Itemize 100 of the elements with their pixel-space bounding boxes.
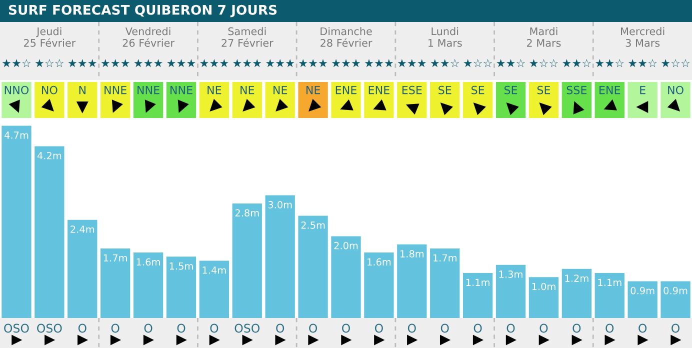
x-tick-label: O xyxy=(309,324,318,333)
text: E xyxy=(640,86,646,94)
text: SE xyxy=(472,86,484,94)
text: ★★★ xyxy=(332,59,360,68)
text: ★★☆ xyxy=(595,59,624,68)
x-tick-label: OSO xyxy=(37,324,62,333)
bar xyxy=(594,273,624,318)
text: ENE xyxy=(600,86,620,94)
x-tick-label: O xyxy=(78,324,86,333)
text: ★★☆ xyxy=(496,59,525,68)
text: ★☆☆ xyxy=(35,59,64,68)
text: ★☆☆ xyxy=(464,59,492,68)
data-label: 1.6m xyxy=(368,258,391,266)
x-tick-label: O xyxy=(572,324,581,333)
text: SE xyxy=(438,86,452,94)
bar xyxy=(562,268,592,318)
chart-title: SURF FORECAST QUIBERON 7 JOURS xyxy=(8,4,277,18)
text: ★★☆ xyxy=(430,59,460,68)
x-tick-label: O xyxy=(111,324,120,333)
text: Jeudi 25 Février xyxy=(24,27,76,47)
text: NE xyxy=(240,86,254,94)
bar xyxy=(298,216,328,318)
text: NNE xyxy=(170,86,192,94)
bar xyxy=(34,146,64,318)
x-tick-label: O xyxy=(342,324,350,333)
text: N xyxy=(79,86,86,94)
text: Mercredi 3 Mars xyxy=(621,27,664,47)
data-label: 1.2m xyxy=(565,274,588,282)
x-tick-label: O xyxy=(606,324,614,333)
bar xyxy=(232,203,262,318)
text: ★★★ xyxy=(364,59,394,68)
text: ★★★ xyxy=(298,59,328,68)
data-label: 1.1m xyxy=(466,278,490,286)
data-label: 1.4m xyxy=(202,266,226,274)
bar xyxy=(528,277,559,318)
text: ★★★ xyxy=(134,59,163,68)
x-tick-label: O xyxy=(408,324,416,333)
data-label: 1.8m xyxy=(400,250,424,258)
data-label: 4.2m xyxy=(37,152,62,160)
text: ★★☆ xyxy=(628,59,657,68)
data-label: 1.1m xyxy=(598,278,622,286)
text: SE xyxy=(504,86,518,94)
text: ★☆☆ xyxy=(529,59,558,68)
data-label: 2.5m xyxy=(301,221,325,229)
data-label: 0.9m xyxy=(630,286,654,294)
x-tick-label: O xyxy=(374,324,383,333)
text: Dimanche 28 Février xyxy=(320,27,372,47)
data-label: 1.7m xyxy=(433,254,456,262)
data-label: 1.6m xyxy=(136,258,160,266)
text: NNO xyxy=(4,86,29,94)
x-tick-label: O xyxy=(440,324,449,333)
bar xyxy=(331,236,361,318)
text: ★★★ xyxy=(200,59,228,68)
data-label: 1.7m xyxy=(104,254,127,262)
data-label: 2.0m xyxy=(334,242,358,250)
bar xyxy=(199,260,230,318)
text: ★★★ xyxy=(398,59,426,68)
data-label: 1.5m xyxy=(170,262,193,270)
bar xyxy=(397,244,427,318)
x-tick-label: O xyxy=(506,324,515,333)
bar xyxy=(364,252,394,318)
bar xyxy=(265,195,295,318)
data-label: 2.8m xyxy=(235,209,259,217)
text: ★★★ xyxy=(232,59,262,68)
x-tick-label: O xyxy=(672,324,680,333)
bar xyxy=(166,256,196,318)
x-tick-label: O xyxy=(276,324,284,333)
text: NO xyxy=(42,86,58,94)
text: ESE xyxy=(402,86,422,94)
text: NE xyxy=(208,86,222,94)
text: SSE xyxy=(566,86,587,94)
text: NNE xyxy=(138,86,160,94)
text: NNE xyxy=(104,86,126,94)
bar xyxy=(133,252,164,318)
text: SE xyxy=(537,86,550,94)
text: Lundi 1 Mars xyxy=(428,27,462,47)
text: Samedi 27 Février xyxy=(222,27,274,47)
text: NE xyxy=(306,86,320,94)
text: NO xyxy=(668,86,684,94)
text: ENE xyxy=(368,86,390,94)
x-tick-label: O xyxy=(638,324,647,333)
text: ★★★ xyxy=(101,59,130,68)
x-tick-label: O xyxy=(540,324,548,333)
text: ENE xyxy=(336,86,356,94)
bar xyxy=(430,248,460,318)
x-tick-label: O xyxy=(144,324,152,333)
x-tick-label: O xyxy=(177,324,186,333)
text: ★★★ xyxy=(68,59,97,68)
text: ★☆☆ xyxy=(661,59,690,68)
x-tick-label: O xyxy=(210,324,218,333)
text: Vendredi 26 Février xyxy=(122,27,174,47)
bar xyxy=(660,281,690,318)
data-label: 1.0m xyxy=(532,282,556,290)
bar xyxy=(628,281,658,318)
bar xyxy=(100,248,130,318)
text: ★★☆ xyxy=(2,59,31,68)
text: ★★★ xyxy=(167,59,196,68)
text: ★★☆ xyxy=(562,59,591,68)
x-tick-label: OSO xyxy=(234,324,260,333)
data-label: 1.3m xyxy=(499,270,522,278)
